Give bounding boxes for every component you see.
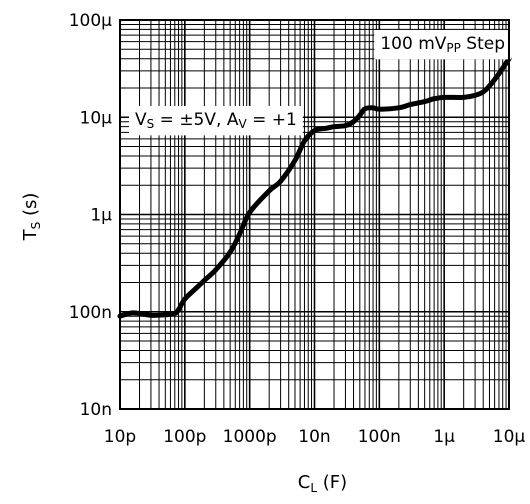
plot-frame <box>119 19 510 410</box>
grid-lines <box>119 20 509 410</box>
x-tick-label: 100n <box>358 427 401 447</box>
x-tick-label: 1000p <box>223 427 277 447</box>
x-tick-label: 10n <box>298 427 330 447</box>
y-tick-label: 10n <box>80 400 112 420</box>
y-tick-label: 100n <box>69 303 112 323</box>
x-tick-label: 100p <box>163 427 206 447</box>
y-tick-label: 10µ <box>80 108 113 128</box>
series-group <box>117 56 512 319</box>
x-tick-label: 1µ <box>433 427 455 447</box>
conditions-annotation-text: VS = ±5V, AV = +1 <box>135 110 297 131</box>
y-axis-label: TS (s) <box>20 193 43 242</box>
y-tick-label: 1µ <box>90 206 112 226</box>
step-annotation-text: 100 mVPP Step <box>380 34 505 55</box>
y-tick-label: 100µ <box>69 11 112 31</box>
step-annotation: 100 mVPP Step <box>374 30 511 60</box>
x-axis-label: CL (F) <box>298 472 347 495</box>
tick-label-group: 10p 100p 1000p 10n 100n 1µ 10µ 10n 100n 1µ 10µ 100µ <box>69 11 526 447</box>
x-tick-label: 10p <box>104 427 136 447</box>
conditions-annotation: VS = ±5V, AV = +1 <box>129 106 303 136</box>
settling-time-curve <box>117 56 512 319</box>
x-tick-label: 10µ <box>493 427 526 447</box>
annotation-group: 100 mVPP Step VS = ±5V, AV = +1 <box>129 30 511 136</box>
axis-label-group: CL (F) TS (s) <box>20 193 347 495</box>
plot-border <box>119 19 510 410</box>
